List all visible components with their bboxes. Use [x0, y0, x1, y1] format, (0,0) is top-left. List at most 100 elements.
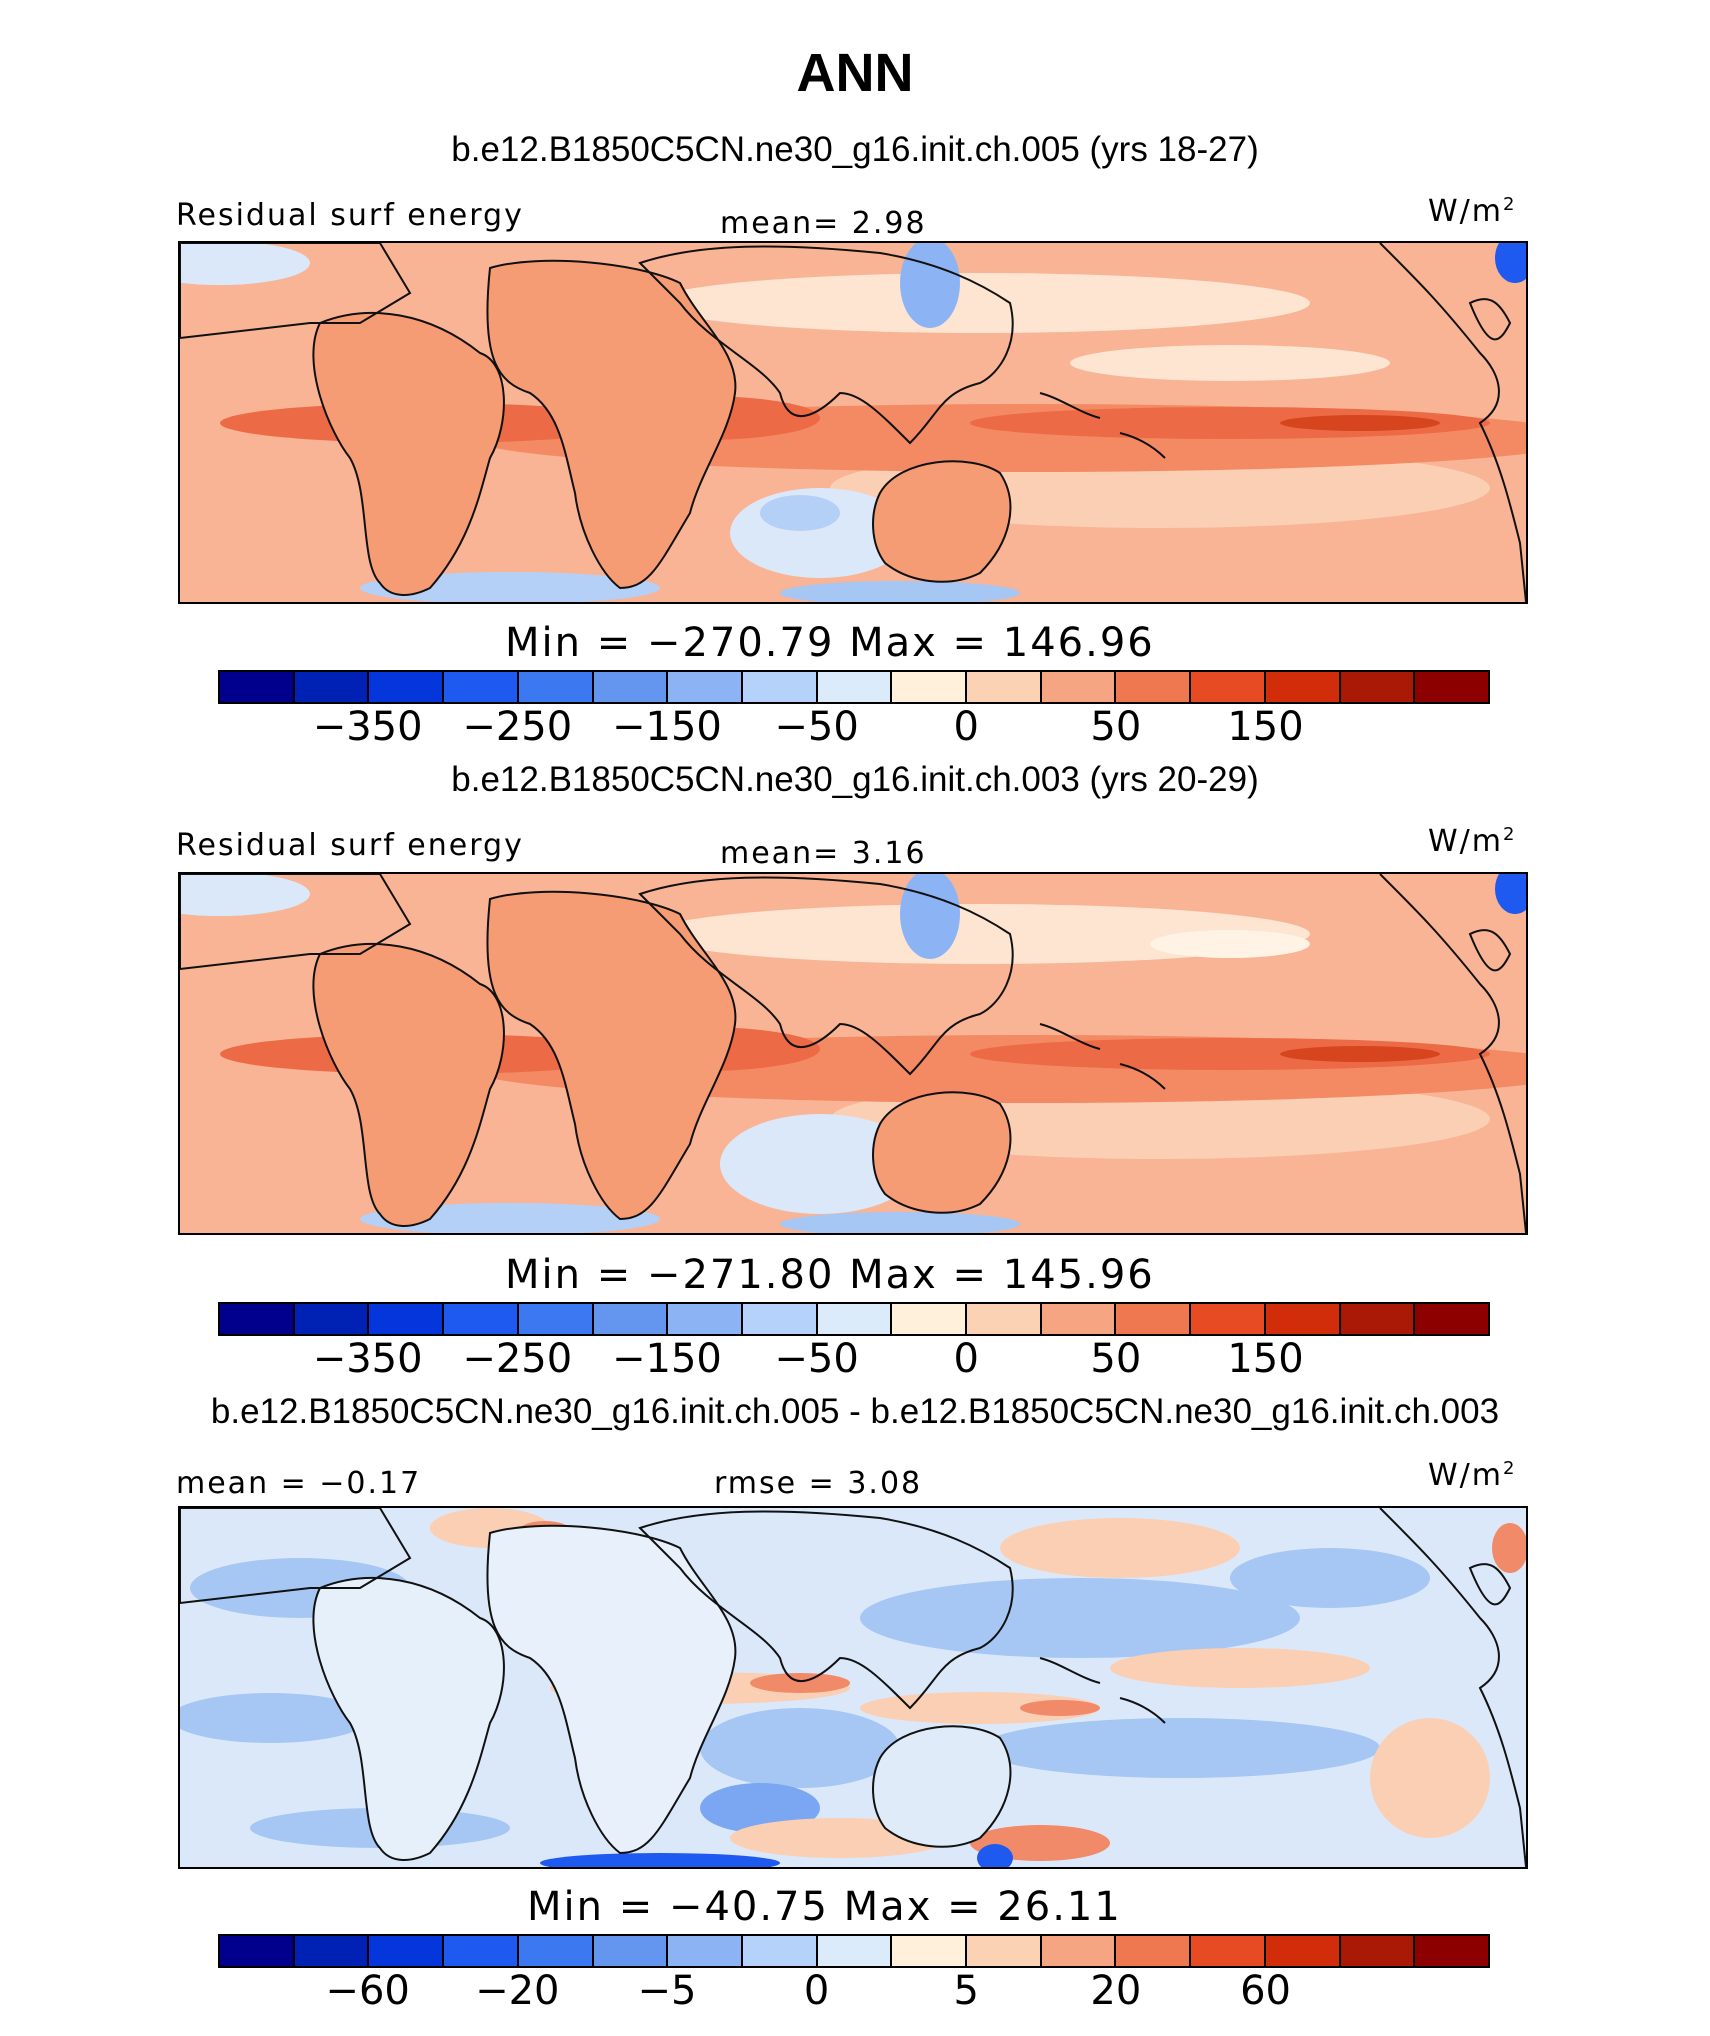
- colorbar-swatch: [892, 672, 968, 702]
- panel-3-minmax: Min = −40.75 Max = 26.11: [527, 1884, 1122, 1930]
- panel-1-mean-label: mean= 2.98: [720, 206, 927, 241]
- panel-3-colorbar: [218, 1934, 1490, 1968]
- panel-2-mean-label: mean= 3.16: [720, 836, 927, 871]
- colorbar-swatch: [817, 672, 893, 702]
- panel-3-colorbar-ticks: −60 −20 −5 0 5 20 60: [0, 1968, 1710, 2018]
- colorbar-tick-label: 50: [1090, 1336, 1142, 1382]
- colorbar-swatch: [1415, 672, 1488, 702]
- colorbar-tick-label: −20: [475, 1968, 560, 2014]
- colorbar-swatch: [1116, 1936, 1192, 1966]
- panel-2-colorbar-ticks: −350 −250 −150 −50 0 50 150: [0, 1336, 1710, 1386]
- colorbar-tick-label: −50: [774, 704, 859, 750]
- colorbar-tick-label: 0: [953, 1336, 979, 1382]
- colorbar-swatch: [742, 1936, 818, 1966]
- colorbar-swatch: [518, 1304, 594, 1334]
- colorbar-swatch: [742, 1304, 818, 1334]
- colorbar-swatch: [1041, 672, 1117, 702]
- colorbar-swatch: [220, 1304, 295, 1334]
- colorbar-swatch: [1265, 1304, 1341, 1334]
- colorbar-swatch: [444, 672, 519, 702]
- figure-title: ANN: [796, 43, 914, 103]
- colorbar-tick-label: −5: [637, 1968, 697, 2014]
- units-exponent: 2: [1503, 1458, 1517, 1479]
- colorbar-swatch: [742, 672, 818, 702]
- colorbar-swatch: [817, 1304, 893, 1334]
- colorbar-tick-label: 20: [1090, 1968, 1142, 2014]
- colorbar-swatch: [518, 672, 594, 702]
- colorbar-tick-label: −250: [462, 704, 573, 750]
- colorbar-swatch: [369, 1936, 445, 1966]
- panel-3-map-field: [180, 1508, 1526, 1867]
- panel-3-units-label: W/m2: [1428, 1458, 1516, 1493]
- panel-2-minmax: Min = −271.80 Max = 145.96: [505, 1252, 1155, 1298]
- colorbar-swatch: [892, 1936, 968, 1966]
- colorbar-swatch: [1116, 1304, 1192, 1334]
- colorbar-swatch: [444, 1936, 519, 1966]
- panel-1-colorbar: [218, 670, 1490, 704]
- colorbar-swatch: [967, 1936, 1042, 1966]
- panel-1-units-label: W/m2: [1428, 194, 1516, 229]
- colorbar-swatch: [1116, 672, 1192, 702]
- colorbar-tick-label: 0: [803, 1968, 830, 2014]
- panel-1-map: [178, 241, 1528, 604]
- colorbar-swatch: [1340, 1936, 1416, 1966]
- panel-2-colorbar: [218, 1302, 1490, 1336]
- colorbar-tick-label: −350: [312, 1336, 423, 1382]
- colorbar-tick-label: −150: [612, 704, 722, 750]
- colorbar-tick-label: 5: [953, 1968, 979, 2014]
- panel-2-map-field: [180, 874, 1526, 1233]
- colorbar-swatch: [593, 1936, 669, 1966]
- colorbar-tick-label: −50: [774, 1336, 859, 1382]
- colorbar-swatch: [967, 1304, 1042, 1334]
- colorbar-swatch: [1265, 1936, 1341, 1966]
- colorbar-swatch: [1041, 1936, 1117, 1966]
- panel-1-map-field: [180, 243, 1526, 602]
- colorbar-tick-label: 150: [1227, 704, 1304, 750]
- panel-3-map: [178, 1506, 1528, 1869]
- panel-1-title: b.e12.B1850C5CN.ne30_g16.init.ch.005 (yr…: [451, 130, 1259, 169]
- colorbar-swatch: [220, 672, 295, 702]
- panel-2-title: b.e12.B1850C5CN.ne30_g16.init.ch.003 (yr…: [451, 760, 1259, 799]
- colorbar-swatch: [1191, 1936, 1266, 1966]
- units-base: W/m: [1428, 824, 1503, 859]
- panel-3-mean-label: mean = −0.17: [176, 1466, 422, 1501]
- colorbar-swatch: [1041, 1304, 1117, 1334]
- colorbar-swatch: [892, 1304, 968, 1334]
- colorbar-swatch: [369, 1304, 445, 1334]
- colorbar-tick-label: 60: [1240, 1968, 1291, 2014]
- colorbar-tick-label: −350: [312, 704, 423, 750]
- units-exponent: 2: [1503, 194, 1517, 215]
- colorbar-swatch: [444, 1304, 519, 1334]
- panel-1-variable-label: Residual surf energy: [176, 198, 524, 233]
- colorbar-swatch: [668, 672, 743, 702]
- colorbar-swatch: [1191, 1304, 1266, 1334]
- colorbar-tick-label: −150: [612, 1336, 722, 1382]
- colorbar-tick-label: 150: [1227, 1336, 1304, 1382]
- units-base: W/m: [1428, 1458, 1503, 1493]
- colorbar-tick-label: 0: [953, 704, 979, 750]
- colorbar-swatch: [220, 1936, 295, 1966]
- colorbar-tick-label: 50: [1090, 704, 1142, 750]
- panel-3-rmse-label: rmse = 3.08: [714, 1466, 923, 1501]
- panel-1-minmax: Min = −270.79 Max = 146.96: [505, 620, 1155, 666]
- colorbar-swatch: [668, 1936, 743, 1966]
- colorbar-swatch: [593, 1304, 669, 1334]
- colorbar-swatch: [668, 1304, 743, 1334]
- colorbar-swatch: [1415, 1936, 1488, 1966]
- colorbar-swatch: [1191, 672, 1266, 702]
- panel-3-title: b.e12.B1850C5CN.ne30_g16.init.ch.005 - b…: [210, 1392, 1500, 1431]
- panel-2-units-label: W/m2: [1428, 824, 1516, 859]
- colorbar-swatch: [1415, 1304, 1488, 1334]
- colorbar-swatch: [1340, 1304, 1416, 1334]
- units-base: W/m: [1428, 194, 1503, 229]
- colorbar-swatch: [967, 672, 1042, 702]
- colorbar-swatch: [518, 1936, 594, 1966]
- colorbar-swatch: [294, 672, 370, 702]
- units-exponent: 2: [1503, 824, 1517, 845]
- colorbar-swatch: [817, 1936, 893, 1966]
- colorbar-swatch: [1340, 672, 1416, 702]
- colorbar-swatch: [369, 672, 445, 702]
- panel-1-colorbar-ticks: −350 −250 −150 −50 0 50 150: [0, 704, 1710, 754]
- colorbar-tick-label: −250: [462, 1336, 573, 1382]
- colorbar-swatch: [593, 672, 669, 702]
